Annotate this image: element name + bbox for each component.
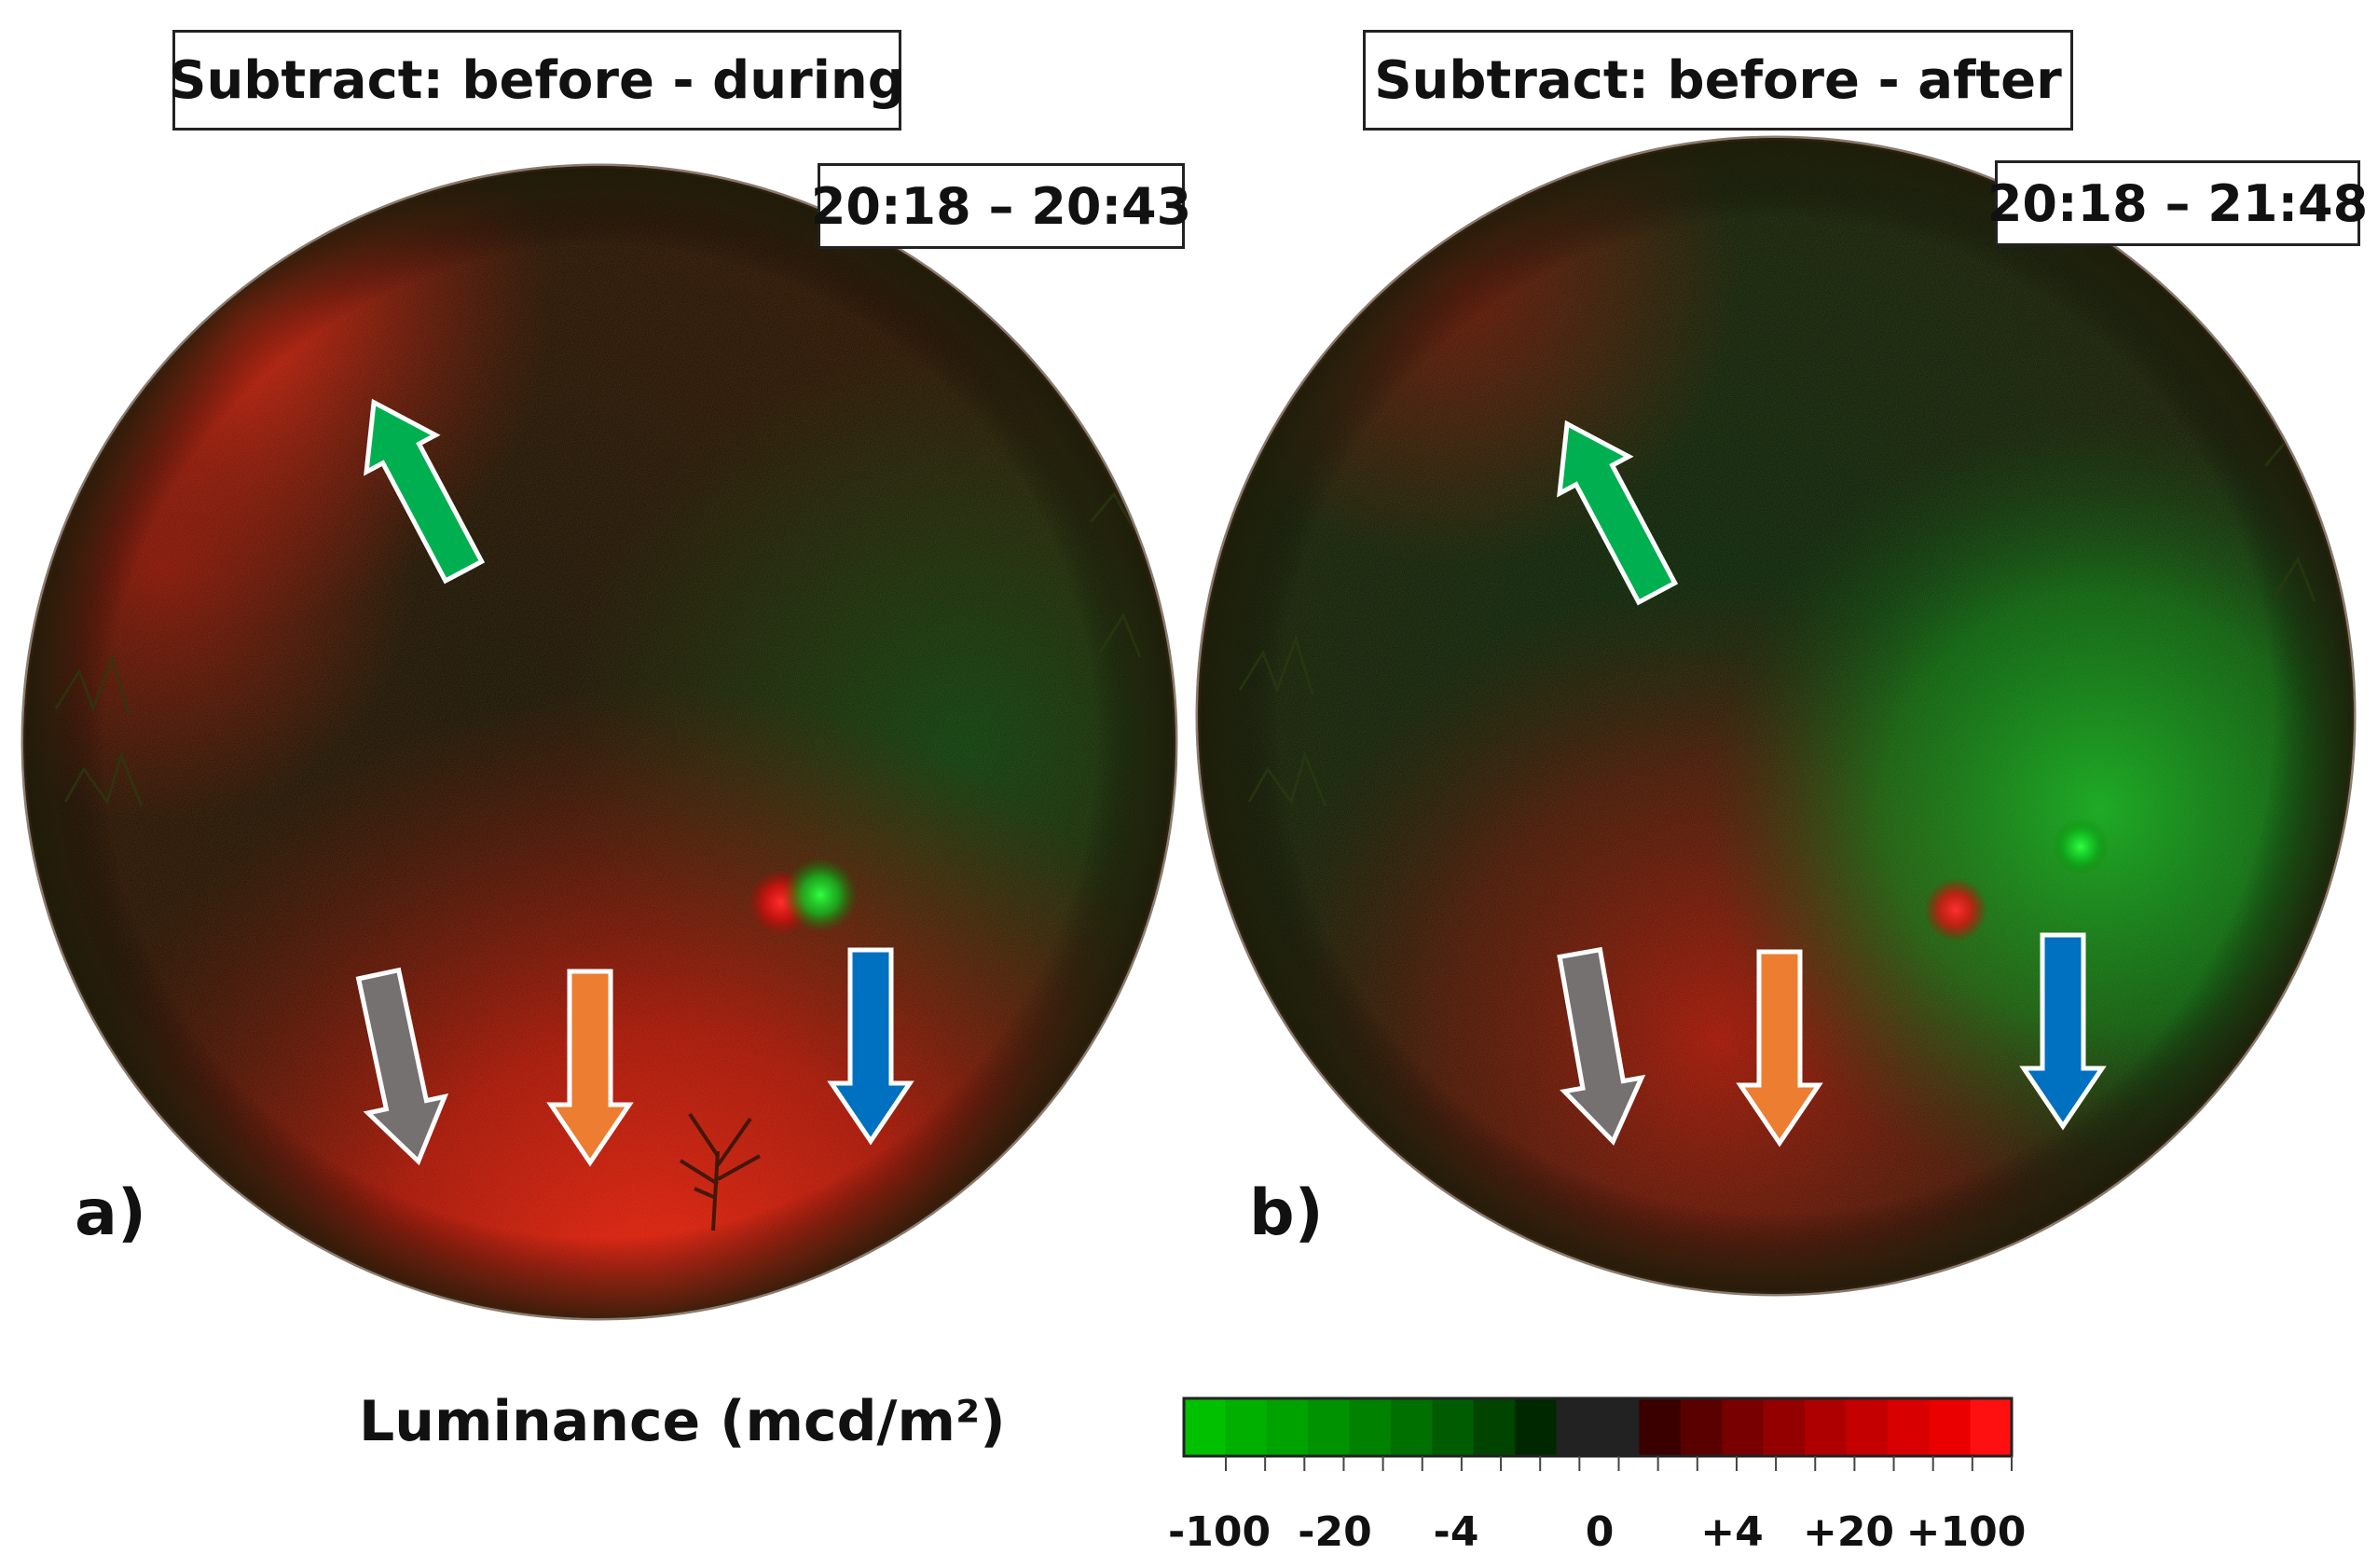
panel-a-letter: a) bbox=[75, 1176, 146, 1250]
colorbar-segment bbox=[1970, 1398, 2013, 1456]
panel-b-letter: b) bbox=[1249, 1176, 1324, 1250]
orange-arrow-b bbox=[1736, 949, 1823, 1148]
colorbar-segment bbox=[1929, 1398, 1972, 1456]
colorbar-segment bbox=[1763, 1398, 1806, 1456]
panel-b-time-range: 20:18 – 21:48 bbox=[1987, 160, 2368, 246]
blue-arrow-b bbox=[2019, 932, 2107, 1131]
colorbar-segment bbox=[1266, 1398, 1309, 1456]
colorbar bbox=[1182, 1396, 2014, 1471]
colorbar-segment bbox=[1722, 1398, 1765, 1456]
colorbar-segment bbox=[1391, 1398, 1433, 1456]
gray-arrow-b bbox=[1557, 946, 1646, 1146]
colorbar-segment bbox=[1556, 1398, 1599, 1456]
panel-a-title: Subtract: before - during bbox=[169, 30, 905, 131]
legend-tick-label: -100 bbox=[1167, 1508, 1271, 1556]
colorbar-segment bbox=[1805, 1398, 1847, 1456]
colorbar-segment bbox=[1639, 1398, 1682, 1456]
colorbar-segment bbox=[1598, 1398, 1640, 1456]
colorbar-segment bbox=[1680, 1398, 1723, 1456]
legend-tick-label: -4 bbox=[1433, 1508, 1479, 1556]
colorbar-segment bbox=[1184, 1398, 1226, 1456]
colorbar-segment bbox=[1349, 1398, 1392, 1456]
colorbar-segment bbox=[1473, 1398, 1516, 1456]
colorbar-segment bbox=[1432, 1398, 1475, 1456]
colorbar-segment bbox=[1887, 1398, 1930, 1456]
legend-tick-label: +20 bbox=[1802, 1508, 1895, 1556]
green-arrow-b bbox=[1557, 420, 1679, 606]
tree-silhouette bbox=[679, 1112, 761, 1231]
legend-tick-label: +100 bbox=[1905, 1508, 2027, 1556]
colorbar-segment bbox=[1515, 1398, 1558, 1456]
panel-b-title: Subtract: before - after bbox=[1363, 30, 2073, 131]
gray-arrow-a bbox=[355, 967, 449, 1166]
blue-arrow-a bbox=[827, 947, 914, 1146]
legend-title: Luminance (mcd/m²) bbox=[359, 1389, 1006, 1454]
panel-a-time-range: 20:18 – 20:43 bbox=[811, 163, 1191, 249]
colorbar-segment bbox=[1225, 1398, 1268, 1456]
legend-tick-label: 0 bbox=[1585, 1508, 1615, 1556]
orange-arrow-a bbox=[546, 969, 634, 1167]
colorbar-segment bbox=[1846, 1398, 1889, 1456]
legend-tick-label: -20 bbox=[1298, 1508, 1372, 1556]
green-arrow-a bbox=[364, 398, 486, 585]
colorbar-segment bbox=[1308, 1398, 1351, 1456]
colorbar-border bbox=[1182, 1396, 2014, 1458]
legend-tick-label: +4 bbox=[1700, 1508, 1764, 1556]
